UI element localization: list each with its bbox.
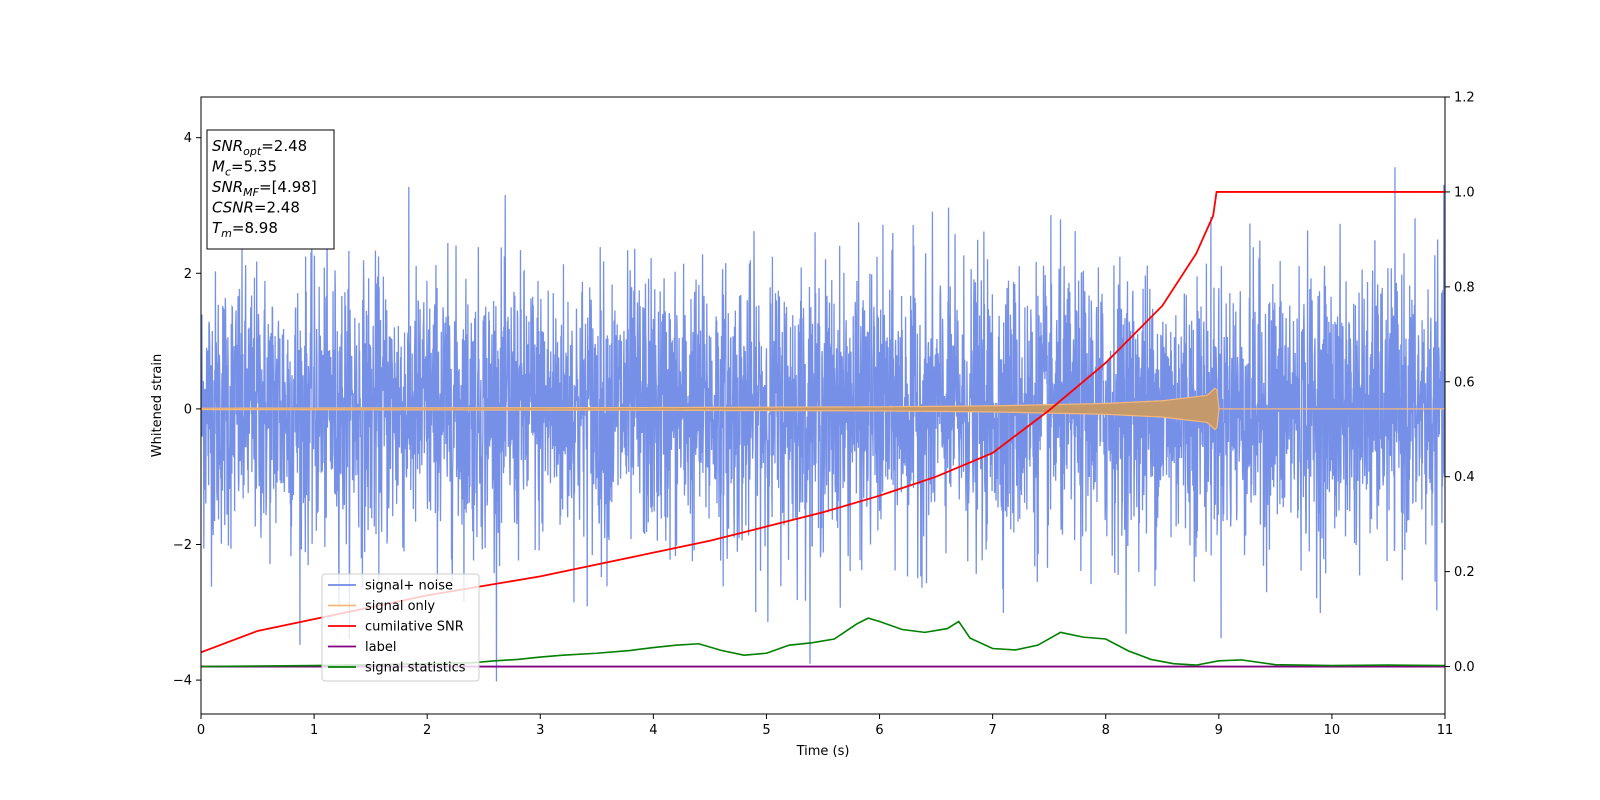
legend-label: label <box>365 640 396 655</box>
info-box-frame <box>206 129 335 250</box>
x-tick-label: 0 <box>197 723 205 738</box>
axes: 0 1 2 3 4 5 6 7 8 9 10 11 −4 −2 0 2 4 0.0 0.2 0.4 0.6 0.8 1.0 1… <box>150 91 1475 760</box>
legend-label: signal statistics <box>365 661 466 676</box>
legend-box <box>321 573 480 682</box>
x-tick-label: 3 <box>536 723 544 738</box>
y-right-tick-label: 0.6 <box>1454 375 1475 390</box>
legend-label: signal+ noise <box>365 579 453 594</box>
y-left-tick-label: −2 <box>173 538 192 553</box>
y-right-tick-label: 0.0 <box>1454 660 1475 675</box>
info-line: SNRopt=2.48 <box>212 137 307 158</box>
x-tick-label: 8 <box>1102 723 1110 738</box>
x-tick-label: 5 <box>762 723 770 738</box>
x-tick-label: 11 <box>1437 723 1454 738</box>
series-signal-only <box>201 387 1445 431</box>
x-tick-label: 1 <box>310 723 318 738</box>
y-left-tick-label: 0 <box>184 402 192 417</box>
y-right-tick-label: 0.2 <box>1454 565 1475 580</box>
x-tick-label: 9 <box>1215 723 1223 738</box>
info-line: SNRMF=[4.98] <box>212 178 317 199</box>
y-right-tick-label: 0.8 <box>1454 280 1475 295</box>
y-axis-label: Whitened strain <box>150 354 165 457</box>
y-right-tick-label: 1.0 <box>1454 185 1475 200</box>
y-right-tick-label: 1.2 <box>1454 91 1475 106</box>
x-tick-label: 10 <box>1324 723 1341 738</box>
y-left-tick-label: 4 <box>184 131 192 146</box>
x-tick-label: 4 <box>649 723 657 738</box>
legend-label: signal only <box>365 599 435 614</box>
info-line: Mc=5.35 <box>212 158 277 179</box>
y-left-tick-label: 2 <box>184 267 192 282</box>
info-line: Tm=8.98 <box>212 219 278 240</box>
x-axis-label: Time (s) <box>796 744 850 759</box>
y-right-tick-label: 0.4 <box>1454 470 1475 485</box>
x-tick-label: 2 <box>423 723 431 738</box>
legend-label: cumilative SNR <box>365 620 464 635</box>
info-line: CSNR=2.48 <box>212 199 300 217</box>
x-tick-label: 7 <box>988 723 996 738</box>
x-tick-label: 6 <box>875 723 883 738</box>
axes-frame <box>200 96 1446 715</box>
y-left-tick-label: −4 <box>173 674 192 689</box>
series-signal-statistics <box>201 617 1445 668</box>
legend: signal+ noise signal only cumilative SNR la… <box>321 573 480 682</box>
